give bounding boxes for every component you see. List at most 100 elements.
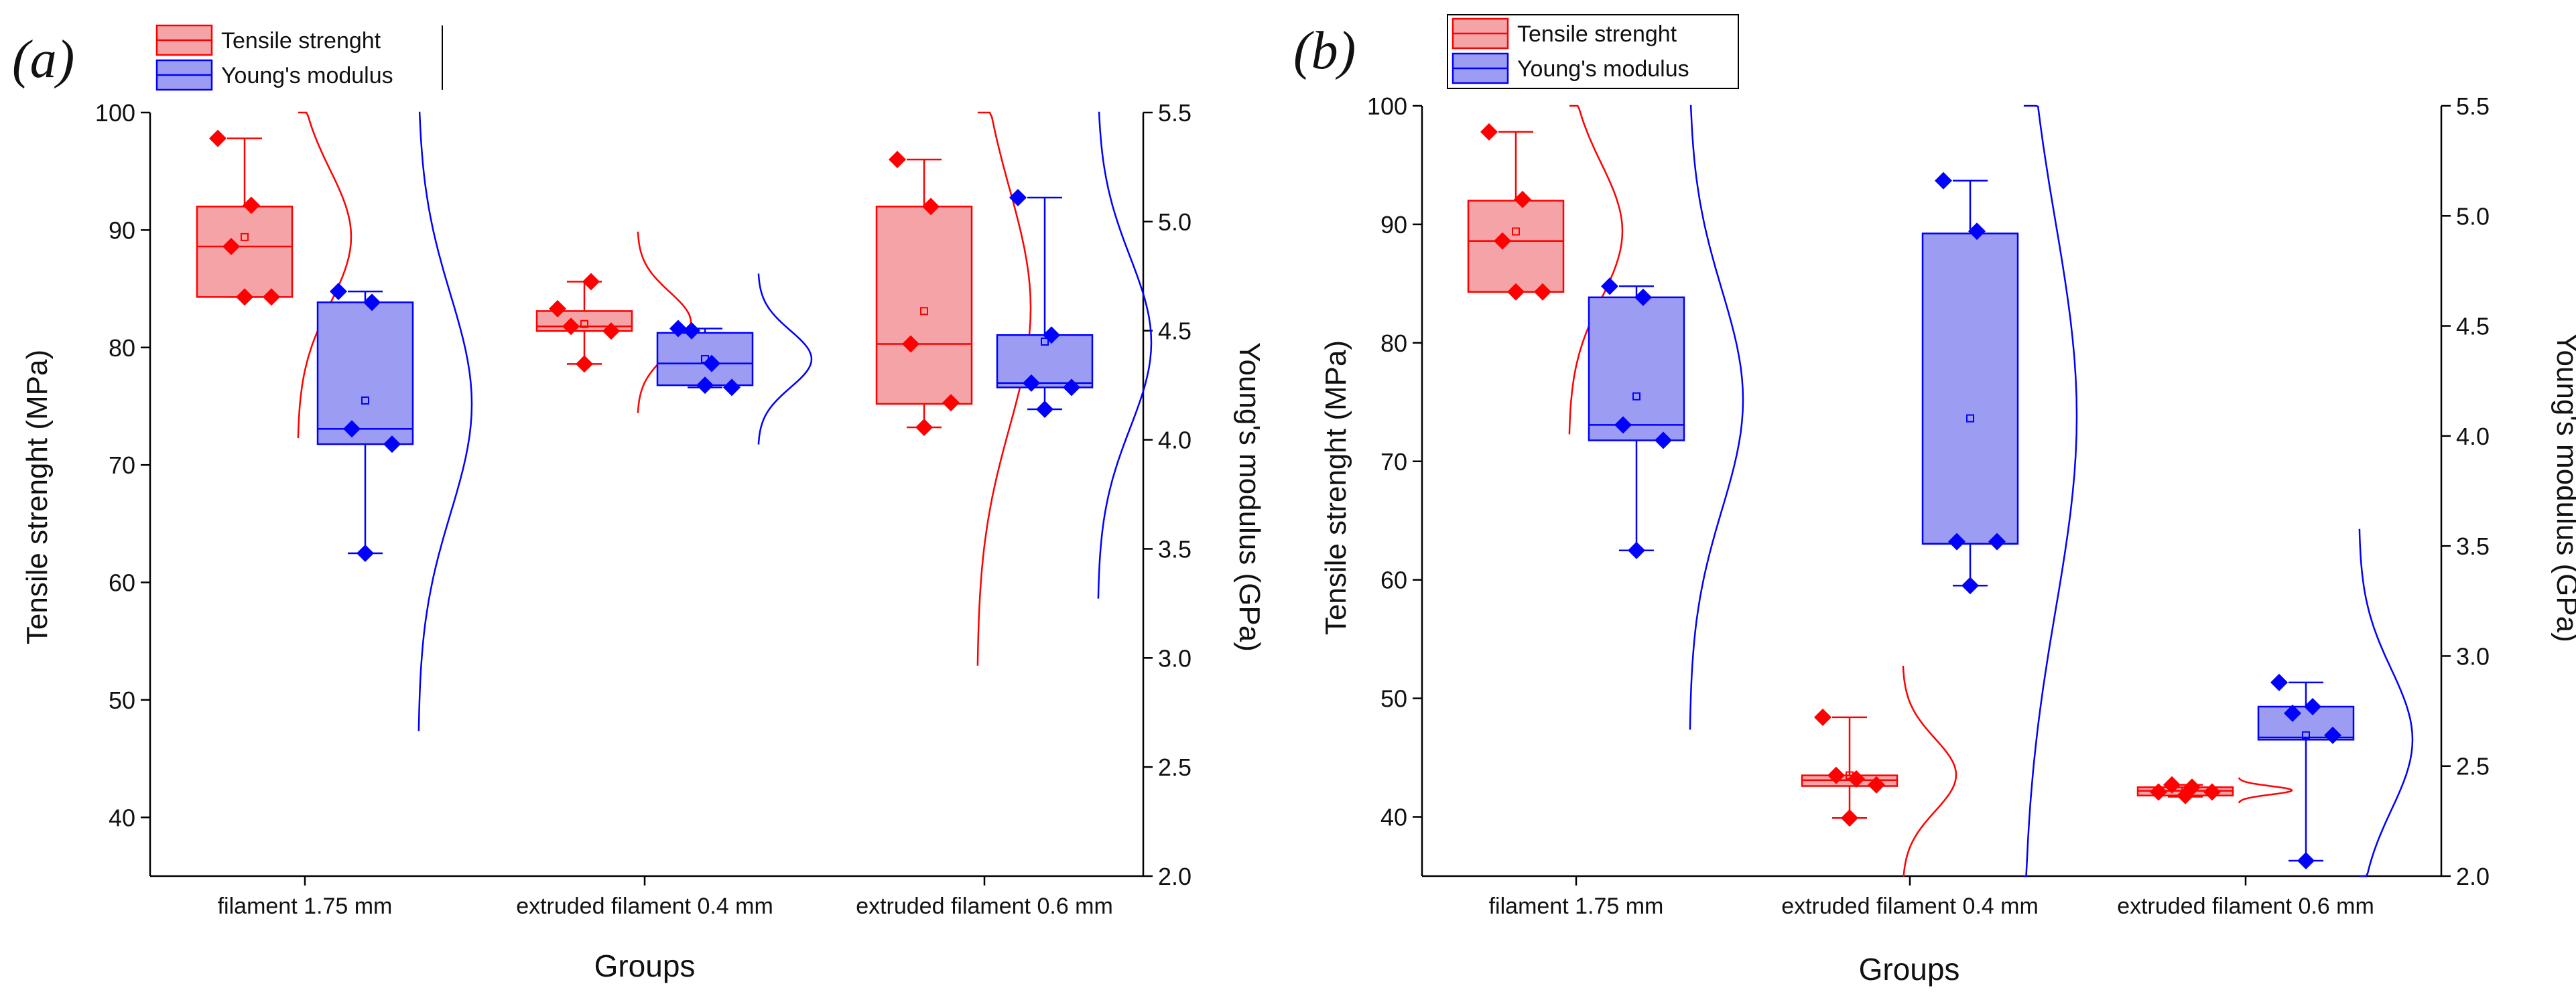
box-iqr: [996, 334, 1094, 388]
box-iqr: [316, 301, 414, 445]
distribution-curve-modulus-a: [757, 273, 813, 445]
distribution-curve-modulus-a: [1097, 111, 1153, 599]
data-point-tensile: [549, 299, 566, 317]
data-point-modulus: [2297, 852, 2315, 869]
legend-b: Tensile strenght Young's modulus: [1447, 14, 1739, 89]
plot-area-a: 40 50 60 70 80 90 100 2.0 2.5 3.0 3.5 4.0 4.5 5.0 5.5 f…: [95, 99, 1192, 919]
y-tick-label-b: 40: [1380, 804, 1407, 831]
panel-label-b: (b): [1293, 21, 1356, 80]
data-point-tensile: [1494, 232, 1511, 250]
distribution-curve-tensile-a: [297, 111, 352, 439]
data-point-modulus: [1063, 378, 1080, 397]
data-point-tensile: [922, 198, 940, 216]
box-tensile-b-2: [1801, 665, 1957, 877]
data-point-tensile: [915, 419, 933, 437]
panel-label-a: (a): [12, 30, 74, 89]
y2-tick-label-b: 4.5: [2456, 313, 2490, 340]
x-tick-label-b: extruded filament 0.6 mm: [2117, 894, 2374, 919]
x-tick-label-a: filament 1.75 mm: [218, 894, 393, 919]
data-point-modulus: [1968, 222, 1986, 240]
data-point-tensile: [889, 151, 906, 169]
y2-tick-label-b: 4.0: [2456, 423, 2490, 450]
data-point-tensile: [1814, 708, 1831, 726]
y-tick-label-b: 70: [1380, 448, 1407, 476]
data-point-modulus: [1009, 189, 1027, 207]
x-tick-label-a: extruded filament 0.6 mm: [856, 894, 1113, 919]
legend-a: Tensile strenght Young's modulus: [155, 24, 443, 91]
y-tick-label-a: 40: [109, 804, 135, 831]
data-point-tensile: [236, 288, 253, 306]
box-tensile-a-2: [535, 231, 692, 413]
x-tick-label-b: extruded filament 0.4 mm: [1781, 894, 2039, 919]
x-tick-label-b: filament 1.75 mm: [1489, 894, 1664, 919]
legend-label-tensile-a: Tensile strenght: [221, 28, 381, 54]
y2-tick-label-b: 2.0: [2456, 863, 2490, 890]
mean-marker: [2302, 731, 2310, 739]
box-modulus-a-2: [656, 273, 813, 445]
y2-tick-label-a: 2.5: [1158, 754, 1192, 781]
data-point-modulus: [703, 354, 720, 372]
y2-tick-label-b: 5.5: [2456, 92, 2490, 120]
mean-marker: [920, 307, 928, 315]
box-modulus-a-3: [996, 111, 1153, 599]
y-tick-label-a: 60: [109, 569, 135, 597]
distribution-curve-tensile-a: [976, 111, 1032, 666]
mean-marker: [1041, 338, 1049, 346]
y2-tick-label-b: 5.0: [2456, 202, 2490, 230]
distribution-curve-tensile-b: [1902, 665, 1957, 877]
y-tick-label-b: 50: [1380, 685, 1407, 713]
y2-tick-label-a: 5.0: [1158, 208, 1192, 236]
data-point-modulus: [2284, 704, 2301, 722]
data-point-tensile: [1841, 809, 1858, 827]
data-point-modulus: [1614, 416, 1632, 434]
x-axis-title-a: Groups: [594, 948, 696, 983]
distribution-curve-tensile-b: [2238, 777, 2293, 804]
distribution-curve-modulus-a: [417, 111, 473, 731]
data-point-modulus: [1961, 577, 1979, 595]
legend-label-tensile-b: Tensile strenght: [1517, 21, 1677, 47]
data-point-tensile: [902, 335, 919, 353]
y-axis-title-a: Tensile strenght (MPa): [21, 350, 54, 644]
box-modulus-b-1: [1588, 104, 1744, 730]
data-point-modulus: [696, 376, 714, 395]
data-point-modulus: [330, 283, 347, 301]
box-tensile-a-3: [875, 111, 1032, 666]
data-point-tensile: [263, 288, 280, 306]
mean-marker: [1632, 392, 1640, 401]
box-iqr: [656, 332, 754, 386]
data-point-modulus: [2324, 726, 2341, 744]
box-modulus-b-3: [2257, 528, 2414, 877]
y-axis-title-b: Tensile strenght (MPa): [1319, 340, 1352, 635]
box-tensile-a-1: [196, 111, 352, 439]
y-tick-label-a: 50: [109, 687, 135, 714]
data-point-modulus: [1601, 277, 1618, 295]
mean-marker: [361, 396, 369, 405]
data-point-tensile: [1848, 770, 1865, 788]
y2-tick-label-b: 2.5: [2456, 753, 2490, 780]
data-point-modulus: [1628, 541, 1645, 559]
y2-tick-label-a: 3.0: [1158, 644, 1192, 672]
y-tick-label-b: 60: [1380, 567, 1407, 594]
data-point-tensile: [582, 273, 600, 291]
y-tick-label-b: 100: [1367, 92, 1407, 120]
y-tick-label-b: 90: [1380, 211, 1407, 238]
mean-marker: [241, 232, 249, 241]
x-tick-label-a: extruded filament 0.4 mm: [516, 894, 773, 919]
data-point-modulus: [1935, 171, 1952, 190]
y-tick-label-a: 90: [109, 216, 135, 244]
box-iqr: [196, 206, 294, 298]
data-point-modulus: [1634, 288, 1652, 306]
y2-tick-label-a: 2.0: [1158, 863, 1192, 890]
data-point-tensile: [1868, 776, 1885, 794]
box-iqr: [1588, 296, 1685, 441]
y2-tick-label-b: 3.0: [2456, 642, 2490, 670]
box-iqr: [875, 206, 973, 405]
box-iqr: [1921, 232, 2019, 545]
mean-marker: [1966, 414, 1974, 423]
data-point-tensile: [576, 355, 593, 373]
data-point-tensile: [1514, 190, 1531, 208]
chart-panel-a: (a) Tensile strenght Young's modulus 40 5…: [12, 24, 1266, 983]
data-point-modulus: [343, 420, 361, 438]
y-tick-label-b: 80: [1380, 330, 1407, 357]
